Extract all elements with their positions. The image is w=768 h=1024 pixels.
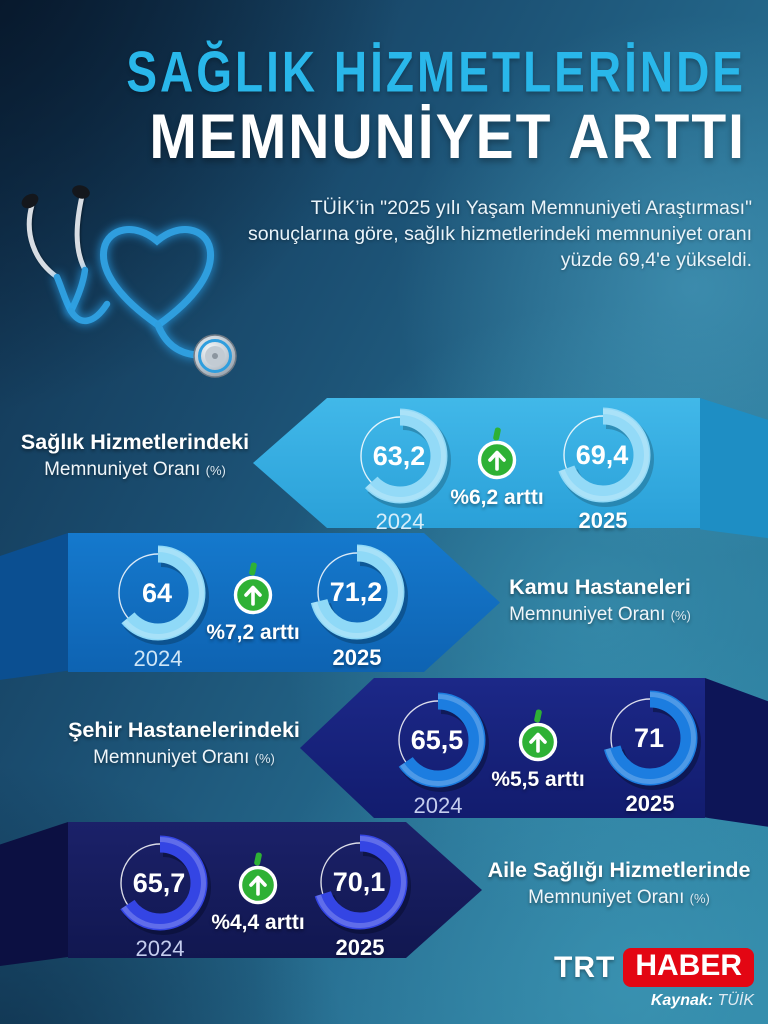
row-label-subtitle-text: Memnuniyet Oranı — [93, 747, 250, 768]
year-label-2025: 2025 — [625, 791, 675, 816]
row-label-title: Aile Sağlığı Hizmetlerinde — [487, 858, 751, 882]
svg-text:65,7: 65,7 — [133, 868, 186, 898]
donut-chart-2024: 63,2 — [345, 404, 455, 508]
banner-ribbon — [68, 533, 500, 672]
change-label: %7,2 arttı — [206, 621, 300, 644]
change-label: %6,2 arttı — [450, 486, 544, 509]
row-label-subtitle: Memnuniyet Oranı (%) — [10, 459, 260, 481]
donut-chart-2024: 65,5 — [383, 688, 493, 792]
donut-chart-2025: 69,4 — [548, 403, 658, 507]
increase-arrow-icon — [193, 851, 323, 909]
increase-arrow-icon — [188, 561, 318, 619]
donut-group-2025: 71,2 2025 — [302, 540, 412, 671]
svg-text:71: 71 — [634, 723, 664, 753]
row-label-subtitle: Memnuniyet Oranı (%) — [480, 604, 720, 626]
svg-text:64: 64 — [142, 578, 172, 608]
donut-group-2024: 64 2024 — [103, 541, 213, 672]
row-label-title: Sağlık Hizmetlerindeki — [20, 430, 250, 454]
source-value: TÜİK — [717, 992, 754, 1009]
banner-fold — [0, 533, 68, 680]
donut-chart-2025: 70,1 — [305, 830, 415, 934]
donut-chart-2025: 71,2 — [302, 540, 412, 644]
donut-group-2024: 65,5 2024 — [383, 688, 493, 819]
donut-group-2025: 71 2025 — [595, 686, 705, 817]
row-label-unit: (%) — [254, 751, 275, 766]
change-badge-group: %5,5 arttı — [473, 708, 603, 792]
banner-fold — [0, 822, 68, 966]
row-label-subtitle: Memnuniyet Oranı (%) — [58, 747, 310, 769]
donut-group-2025: 70,1 2025 — [305, 830, 415, 961]
donut-chart-2024: 65,7 — [105, 831, 215, 935]
increase-arrow-icon — [432, 426, 562, 484]
year-label-2025: 2025 — [332, 645, 382, 670]
row-label-title: Kamu Hastaneleri — [509, 575, 691, 599]
row-label-subtitle-text: Memnuniyet Oranı — [528, 887, 685, 908]
donut-chart-2025: 71 — [595, 686, 705, 790]
donut-chart-2024: 64 — [103, 541, 213, 645]
year-label-2024: 2024 — [135, 936, 185, 961]
title-line2: MEMNUNİYET ARTTI — [149, 102, 746, 173]
stat-row-kamu-hastaneleri: Kamu Hastaneleri Memnuniyet Oranı (%) 64… — [0, 533, 768, 680]
stat-row-saglik-hizmetleri: Sağlık Hizmetlerindeki Memnuniyet Oranı … — [0, 398, 768, 539]
svg-text:69,4: 69,4 — [576, 440, 629, 470]
svg-text:70,1: 70,1 — [333, 867, 386, 897]
footer: TRT HABER Kaynak: TÜİK — [554, 948, 754, 1010]
year-label-2025: 2025 — [578, 508, 628, 533]
banner-fold — [700, 398, 768, 539]
row-label-title: Şehir Hastanelerindeki — [68, 718, 300, 742]
change-label: %5,5 arttı — [491, 768, 585, 791]
donut-group-2025: 69,4 2025 — [548, 403, 658, 534]
row-label-unit: (%) — [205, 463, 226, 478]
change-badge-group: %6,2 arttı — [432, 426, 562, 510]
svg-text:71,2: 71,2 — [330, 577, 383, 607]
trt-logo-text: TRT — [554, 950, 616, 984]
heart-stethoscope-icon — [21, 185, 237, 378]
donut-group-2024: 63,2 2024 — [345, 404, 455, 535]
row-label-subtitle-text: Memnuniyet Oranı — [44, 459, 201, 480]
title-line1: SAĞLIK HİZMETLERİNDE — [126, 39, 746, 104]
row-label-unit: (%) — [670, 608, 691, 623]
increase-arrow-icon — [473, 708, 603, 766]
banner-fold — [705, 678, 768, 827]
donut-group-2024: 65,7 2024 — [105, 831, 215, 962]
subtitle: TÜİK’in "2025 yılı Yaşam Memnuniyeti Ara… — [247, 197, 752, 271]
trt-haber-logo: TRT HABER — [554, 948, 754, 987]
year-label-2025: 2025 — [335, 935, 385, 960]
svg-text:63,2: 63,2 — [373, 441, 426, 471]
row-label: Aile Sağlığı Hizmetlerinde Memnuniyet Or… — [478, 858, 760, 909]
change-badge-group: %4,4 arttı — [193, 851, 323, 935]
year-label-2024: 2024 — [375, 509, 425, 534]
row-label-subtitle: Memnuniyet Oranı (%) — [478, 887, 760, 909]
change-badge-group: %7,2 arttı — [188, 561, 318, 645]
source-line: Kaynak: TÜİK — [554, 992, 754, 1010]
stat-row-aile-sagligi: Aile Sağlığı Hizmetlerinde Memnuniyet Or… — [0, 822, 768, 966]
row-label: Şehir Hastanelerindeki Memnuniyet Oranı … — [58, 718, 310, 769]
row-label-unit: (%) — [689, 891, 710, 906]
haber-logo-badge: HABER — [623, 948, 754, 987]
svg-text:65,5: 65,5 — [411, 725, 464, 755]
title-block: SAĞLIK HİZMETLERİNDE MEMNUNİYET ARTTI — [0, 38, 746, 172]
source-label: Kaynak: — [650, 992, 714, 1009]
year-label-2024: 2024 — [133, 646, 183, 671]
change-label: %4,4 arttı — [211, 911, 305, 934]
row-label: Sağlık Hizmetlerindeki Memnuniyet Oranı … — [10, 430, 260, 481]
year-label-2024: 2024 — [413, 793, 463, 818]
row-label: Kamu Hastaneleri Memnuniyet Oranı (%) — [480, 575, 720, 626]
row-label-subtitle-text: Memnuniyet Oranı — [509, 604, 666, 625]
stat-row-sehir-hastaneleri: Şehir Hastanelerindeki Memnuniyet Oranı … — [0, 678, 768, 827]
